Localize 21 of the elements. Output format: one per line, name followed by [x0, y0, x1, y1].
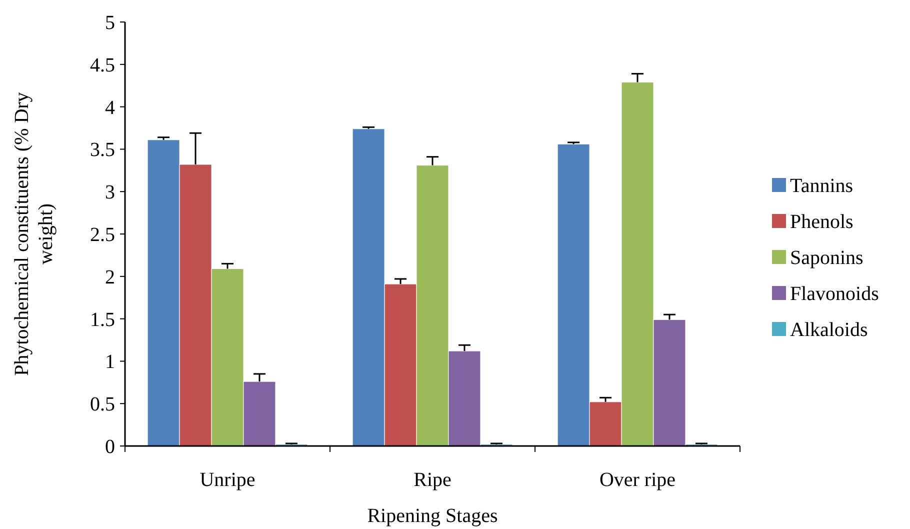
x-tick-label: Unripe [200, 469, 256, 491]
y-tick-label: 1.5 [90, 308, 115, 331]
legend-label: Flavonoids [790, 283, 880, 305]
legend-label: Phenols [790, 211, 854, 233]
y-tick-label: 1 [105, 351, 115, 374]
y-tick-label: 3 [105, 182, 115, 204]
legend-label: Tannins [790, 175, 854, 197]
legend-label: Alkaloids [790, 319, 868, 341]
y-tick-label: 0 [105, 436, 115, 458]
legend-label: Saponins [790, 247, 864, 269]
y-tick-label: 2.5 [90, 224, 115, 246]
x-tick-label: Over ripe [599, 469, 676, 491]
x-axis-title: Ripening Stages [367, 505, 498, 527]
y-tick-label: 4 [105, 96, 115, 119]
y-axis-title: Phytochemical constituents (% Dry weight) [11, 92, 57, 376]
y-tick-label: 4.5 [90, 54, 115, 76]
y-tick-label: 5 [105, 12, 115, 34]
y-tick-label: 2 [105, 266, 115, 288]
y-tick-label: 3.5 [90, 139, 115, 162]
y-tick-label: 0.5 [90, 394, 115, 416]
x-tick-label: Ripe [414, 469, 452, 491]
